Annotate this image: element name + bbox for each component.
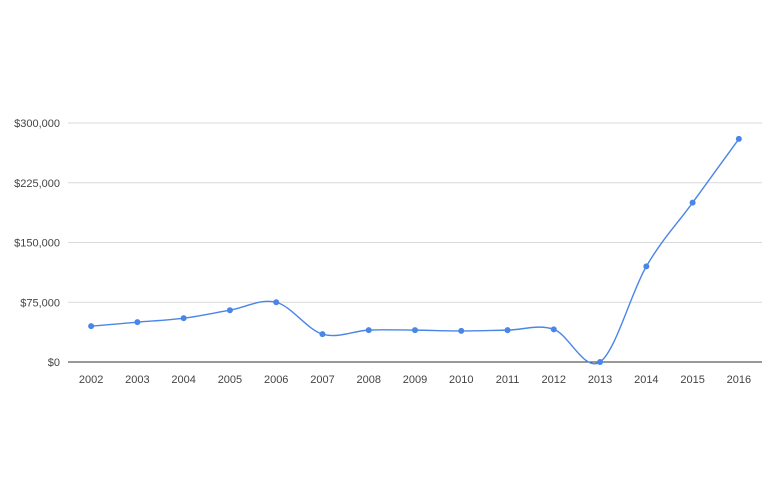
x-tick-label: 2011 — [496, 374, 520, 386]
data-point[interactable] — [226, 307, 233, 314]
x-axis-tick-labels: 2002 2003 2004 2005 2006 2007 2008 2009 2010 2011… — [79, 374, 751, 386]
y-tick-label: $225,000 — [14, 178, 60, 190]
data-point[interactable] — [319, 331, 326, 338]
y-tick-label: $150,000 — [14, 238, 60, 250]
x-tick-label: 2004 — [171, 374, 195, 386]
x-tick-label: 2008 — [356, 374, 380, 386]
data-point[interactable] — [273, 299, 280, 306]
x-tick-label: 2013 — [588, 374, 612, 386]
data-point[interactable] — [689, 199, 696, 206]
x-tick-label: 2006 — [264, 374, 288, 386]
data-point[interactable] — [504, 327, 511, 334]
data-point[interactable] — [735, 135, 742, 142]
x-tick-label: 2009 — [403, 374, 427, 386]
data-point[interactable] — [550, 326, 557, 333]
data-point[interactable] — [643, 263, 650, 270]
series-layer — [88, 135, 742, 365]
data-point[interactable] — [88, 323, 95, 330]
data-point[interactable] — [458, 327, 465, 334]
grid-lines — [68, 122, 762, 303]
x-tick-label: 2012 — [542, 374, 566, 386]
x-tick-label: 2005 — [218, 374, 242, 386]
y-axis-tick-labels: $0 $75,000 $150,000 $225,000 $300,000 — [14, 118, 60, 369]
x-tick-label: 2014 — [634, 374, 658, 386]
data-point[interactable] — [180, 315, 187, 322]
x-tick-label: 2003 — [125, 374, 149, 386]
series-line — [91, 138, 740, 365]
y-tick-label: $0 — [48, 357, 60, 369]
x-tick-label: 2016 — [727, 374, 751, 386]
x-tick-label: 2002 — [79, 374, 103, 386]
y-tick-label: $300,000 — [14, 118, 60, 130]
y-tick-label: $75,000 — [20, 297, 60, 309]
data-point[interactable] — [134, 319, 141, 326]
data-point[interactable] — [365, 327, 372, 334]
x-tick-label: 2015 — [680, 374, 704, 386]
data-point[interactable] — [597, 359, 604, 365]
x-tick-label: 2010 — [449, 374, 473, 386]
data-point[interactable] — [412, 327, 418, 334]
x-tick-label: 2007 — [310, 374, 334, 386]
